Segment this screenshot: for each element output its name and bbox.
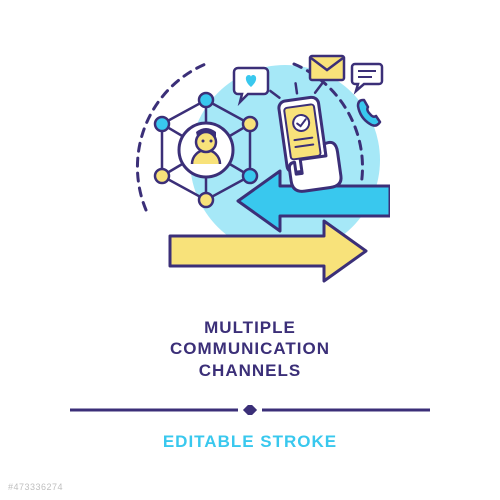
title-line-3: CHANNELS <box>0 360 500 381</box>
chat-icon <box>352 64 382 91</box>
watermark: #473336274 <box>8 482 63 492</box>
illustration <box>110 40 390 300</box>
envelope-icon <box>310 56 344 80</box>
title-line-1: MULTIPLE <box>0 317 500 338</box>
divider <box>70 405 430 415</box>
title-line-2: COMMUNICATION <box>0 338 500 359</box>
title: MULTIPLE COMMUNICATION CHANNELS <box>0 317 500 381</box>
footer-text: EDITABLE STROKE <box>0 432 500 452</box>
